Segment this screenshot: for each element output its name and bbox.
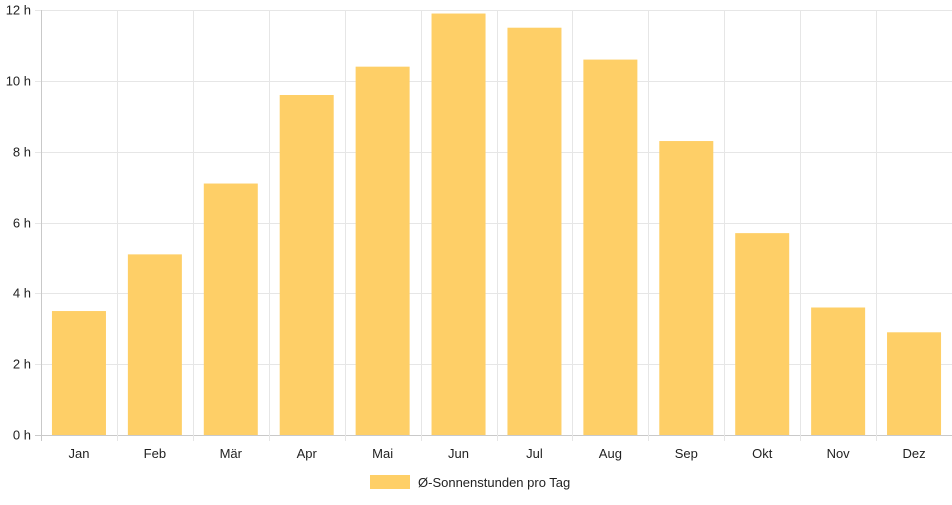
legend[interactable]: Ø-Sonnenstunden pro Tag — [370, 475, 570, 490]
grid-lines — [35, 10, 952, 441]
x-tick-label: Dez — [902, 446, 925, 461]
x-axis: Jan Feb Mär Apr Mai Jun Jul Aug Sep Okt Nov Dez — [68, 446, 925, 461]
bar-jul[interactable] — [507, 27, 562, 435]
y-tick-label: 0 h — [13, 428, 31, 443]
bar-sep[interactable] — [659, 141, 714, 435]
legend-swatch — [370, 475, 410, 489]
x-tick-label: Sep — [675, 446, 698, 461]
x-tick-label: Mär — [220, 446, 243, 461]
bar-okt[interactable] — [735, 233, 790, 435]
x-tick-label: Nov — [827, 446, 851, 461]
bar-aug[interactable] — [583, 59, 638, 435]
bar-jun[interactable] — [431, 13, 486, 436]
x-tick-label: Feb — [144, 446, 166, 461]
y-tick-label: 4 h — [13, 286, 31, 301]
bar-jan[interactable] — [51, 311, 106, 435]
y-tick-label: 6 h — [13, 216, 31, 231]
bar-feb[interactable] — [127, 254, 182, 435]
x-tick-label: Jul — [526, 446, 543, 461]
y-tick-label: 2 h — [13, 357, 31, 372]
y-tick-label: 10 h — [6, 74, 31, 89]
x-tick-label: Apr — [297, 446, 318, 461]
x-tick-label: Aug — [599, 446, 622, 461]
y-tick-label: 8 h — [13, 145, 31, 160]
bars — [51, 13, 942, 436]
bar-dez[interactable] — [887, 332, 942, 435]
bar-mär[interactable] — [203, 183, 258, 435]
bar-mai[interactable] — [355, 66, 410, 436]
y-tick-label: 12 h — [6, 3, 31, 18]
x-tick-label: Jan — [68, 446, 89, 461]
x-tick-label: Mai — [372, 446, 393, 461]
bar-nov[interactable] — [811, 307, 866, 436]
y-axis: 0 h 2 h 4 h 6 h 8 h 10 h 12 h — [6, 3, 31, 443]
bar-apr[interactable] — [279, 95, 334, 435]
legend-label: Ø-Sonnenstunden pro Tag — [418, 475, 570, 490]
x-tick-label: Jun — [448, 446, 469, 461]
x-tick-label: Okt — [752, 446, 773, 461]
